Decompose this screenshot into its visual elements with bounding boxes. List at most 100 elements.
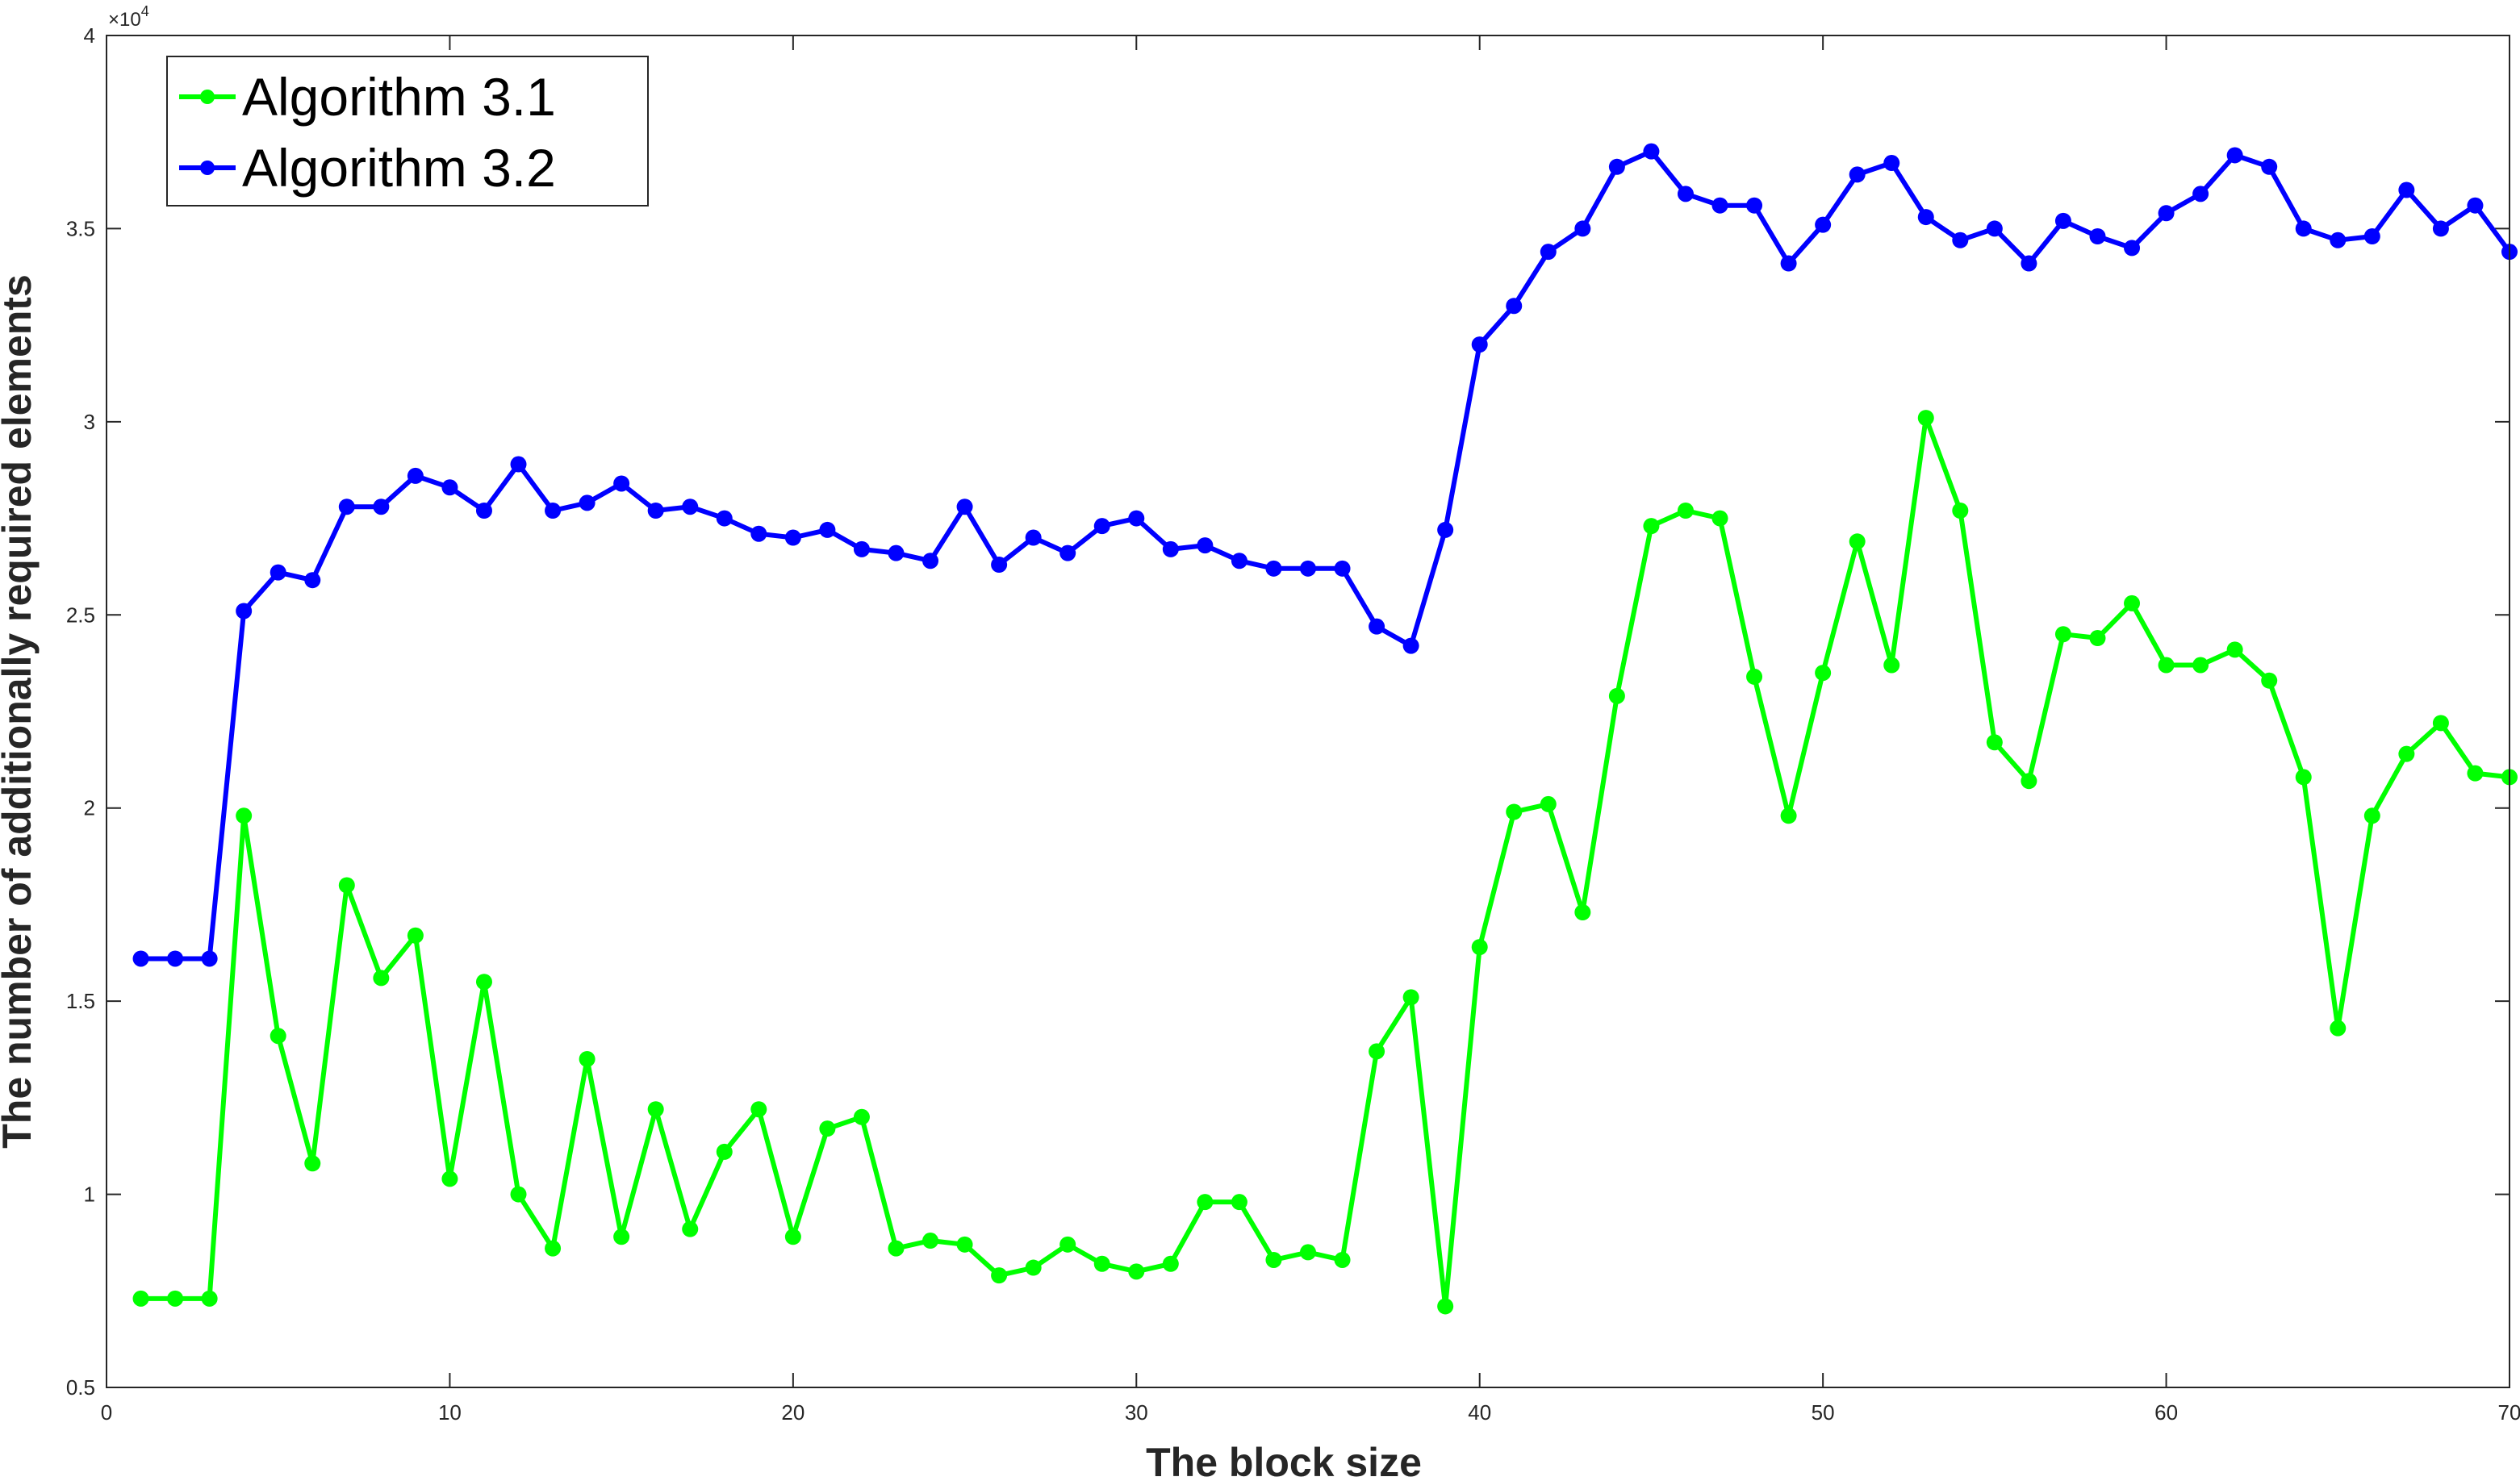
data-point-algorithm-3-1	[1780, 807, 1797, 824]
x-tick-label: 20	[781, 1400, 804, 1425]
data-point-algorithm-3-2	[2226, 147, 2243, 164]
data-point-algorithm-3-2	[2158, 205, 2175, 222]
data-point-algorithm-3-2	[1369, 618, 1385, 635]
data-point-algorithm-3-1	[1093, 1255, 1110, 1272]
data-point-algorithm-3-1	[236, 807, 253, 824]
data-point-algorithm-3-2	[1402, 637, 1419, 654]
legend-marker-algorithm-3-1	[200, 90, 215, 104]
data-point-algorithm-3-2	[682, 499, 699, 515]
data-point-algorithm-3-2	[1986, 220, 2003, 237]
data-point-algorithm-3-1	[1471, 939, 1488, 956]
data-point-algorithm-3-1	[1369, 1043, 1385, 1060]
data-point-algorithm-3-1	[1265, 1251, 1282, 1268]
data-point-algorithm-3-1	[1883, 657, 1900, 674]
data-point-algorithm-3-2	[1197, 537, 1214, 554]
x-tick-label: 70	[2498, 1400, 2520, 1425]
data-point-algorithm-3-1	[201, 1290, 218, 1307]
data-point-algorithm-3-1	[1711, 510, 1728, 527]
data-point-algorithm-3-1	[2226, 641, 2243, 658]
data-point-algorithm-3-1	[1231, 1194, 1247, 1211]
data-point-algorithm-3-1	[956, 1236, 973, 1253]
data-point-algorithm-3-2	[1574, 220, 1591, 237]
data-point-algorithm-3-1	[750, 1101, 767, 1118]
data-point-algorithm-3-1	[270, 1028, 286, 1045]
data-point-algorithm-3-2	[750, 525, 767, 542]
x-tick-label: 0	[101, 1400, 112, 1425]
data-point-algorithm-3-2	[613, 475, 630, 492]
data-point-algorithm-3-2	[407, 467, 424, 484]
legend-box	[166, 56, 649, 207]
data-point-algorithm-3-2	[922, 553, 939, 569]
data-point-algorithm-3-2	[888, 544, 905, 561]
data-point-algorithm-3-2	[1437, 521, 1454, 538]
legend: Algorithm 3.1 Algorithm 3.2	[166, 56, 649, 207]
data-point-algorithm-3-1	[373, 970, 390, 987]
data-point-algorithm-3-2	[1677, 186, 1694, 202]
data-point-algorithm-3-2	[167, 950, 184, 967]
data-point-algorithm-3-2	[1643, 143, 1660, 160]
data-point-algorithm-3-2	[338, 499, 355, 515]
data-point-algorithm-3-2	[373, 499, 390, 515]
data-point-algorithm-3-2	[1265, 560, 1282, 577]
data-point-algorithm-3-2	[2054, 212, 2071, 229]
data-point-algorithm-3-2	[853, 540, 870, 557]
data-point-algorithm-3-1	[853, 1108, 870, 1125]
data-point-algorithm-3-1	[2054, 626, 2071, 643]
legend-label-algorithm-3-1: Algorithm 3.1	[242, 67, 556, 127]
data-point-algorithm-3-2	[1608, 158, 1625, 175]
data-point-algorithm-3-2	[2124, 240, 2141, 257]
data-point-algorithm-3-2	[2398, 181, 2415, 198]
y-tick-label: 1.5	[66, 989, 95, 1013]
x-tick-label: 30	[1125, 1400, 1148, 1425]
plot-frame	[106, 35, 2510, 1388]
data-point-algorithm-3-1	[304, 1155, 321, 1172]
data-point-algorithm-3-2	[441, 479, 458, 496]
data-point-algorithm-3-2	[1540, 244, 1557, 261]
data-point-algorithm-3-2	[1093, 518, 1110, 535]
data-point-algorithm-3-2	[1471, 336, 1488, 353]
data-point-algorithm-3-1	[1334, 1251, 1351, 1268]
data-point-algorithm-3-1	[819, 1120, 836, 1137]
data-point-algorithm-3-1	[1506, 803, 1523, 820]
data-point-algorithm-3-2	[545, 502, 562, 519]
data-point-algorithm-3-1	[510, 1186, 527, 1203]
data-point-algorithm-3-2	[956, 499, 973, 515]
data-point-algorithm-3-1	[2089, 630, 2106, 647]
data-point-algorithm-3-2	[991, 557, 1008, 574]
data-point-algorithm-3-1	[2124, 594, 2141, 611]
data-point-algorithm-3-2	[1883, 155, 1900, 172]
data-point-algorithm-3-1	[647, 1101, 664, 1118]
data-point-algorithm-3-2	[2261, 158, 2278, 175]
data-point-algorithm-3-2	[1506, 298, 1523, 315]
data-point-algorithm-3-2	[1780, 255, 1797, 272]
data-point-algorithm-3-2	[1162, 540, 1179, 557]
data-point-algorithm-3-2	[1025, 529, 1042, 546]
data-point-algorithm-3-2	[1952, 232, 1969, 248]
data-point-algorithm-3-1	[545, 1240, 562, 1257]
data-point-algorithm-3-1	[2398, 745, 2415, 762]
data-point-algorithm-3-1	[2330, 1020, 2347, 1037]
data-point-algorithm-3-1	[682, 1220, 699, 1237]
data-point-algorithm-3-1	[1540, 795, 1557, 812]
data-point-algorithm-3-1	[1059, 1236, 1076, 1253]
series-algorithm-3-2	[132, 143, 2518, 967]
y-tick-label: 1	[84, 1183, 95, 1207]
data-point-algorithm-3-2	[132, 950, 149, 967]
y-axis-title: The number of additionally required elem…	[0, 274, 40, 1149]
data-point-algorithm-3-1	[2158, 657, 2175, 674]
data-point-algorithm-3-1	[2432, 715, 2449, 732]
x-tick-label: 50	[1812, 1400, 1835, 1425]
data-point-algorithm-3-2	[2363, 228, 2380, 245]
tick-labels: 0 10 20 30 40 50 60 70 0.5 1 1.5 2 2.5 3 3.5 4	[66, 23, 2520, 1425]
data-point-algorithm-3-1	[167, 1290, 184, 1307]
data-point-algorithm-3-2	[819, 521, 836, 538]
data-point-algorithm-3-2	[1059, 544, 1076, 561]
x-axis-title: The block size	[1146, 1440, 1422, 1481]
plot-background	[107, 35, 2510, 1387]
data-point-algorithm-3-1	[2295, 769, 2312, 786]
data-point-algorithm-3-2	[201, 950, 218, 967]
data-point-algorithm-3-2	[1128, 510, 1145, 527]
data-point-algorithm-3-1	[1643, 518, 1660, 535]
series-layer	[132, 143, 2518, 1315]
data-point-algorithm-3-1	[613, 1229, 630, 1245]
